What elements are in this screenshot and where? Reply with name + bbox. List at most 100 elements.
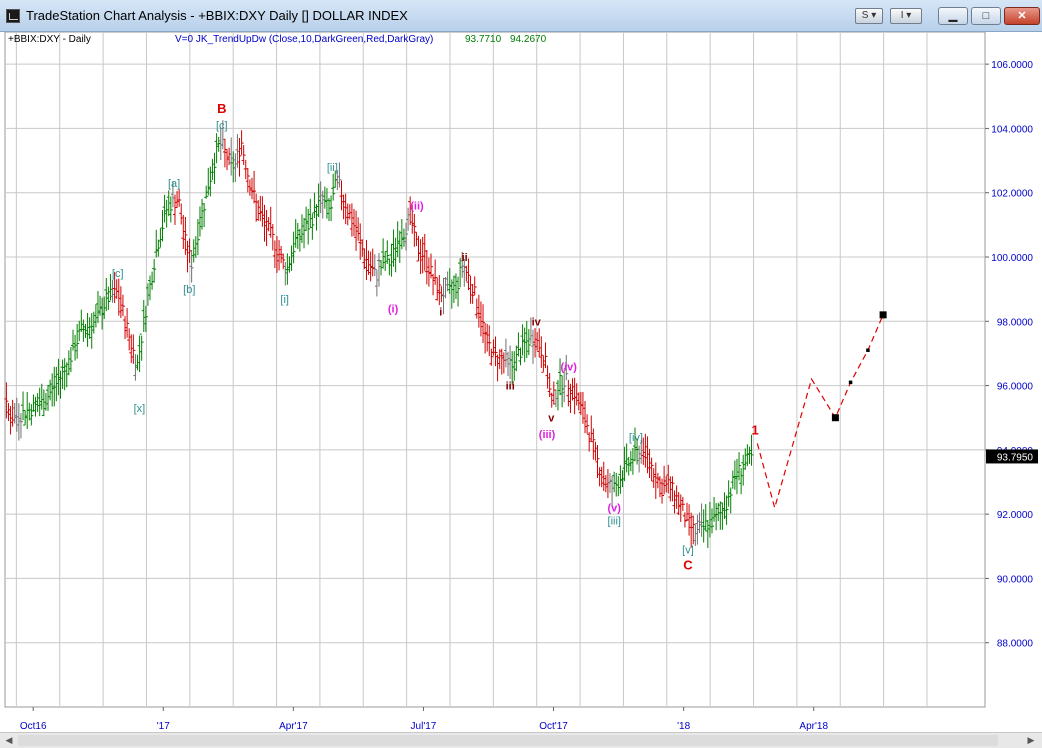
maximize-icon: □ <box>982 10 990 22</box>
scroll-thumb[interactable] <box>18 735 998 746</box>
ohlc-bar <box>428 253 433 279</box>
last-price-box <box>986 449 1038 464</box>
ohlc-bar <box>728 487 733 514</box>
price-axis: 106.0000 104.0000 102.0000 100.0000 98.0000 9… <box>985 60 1038 650</box>
ohlc-bar <box>152 258 157 283</box>
time-axis: Oct16 '17 Apr'17 Jul'17 Oct'17 '18 Apr'18 <box>20 707 828 732</box>
ohlc-bar <box>195 219 200 256</box>
ohlc-bar <box>539 336 544 368</box>
y-tick-label: 100.0000 <box>991 253 1033 264</box>
y-tick-label: 96.0000 <box>997 382 1034 393</box>
ohlc-bar <box>125 308 130 338</box>
wave-label: [ii] <box>327 162 338 174</box>
ohlc-bar <box>329 195 334 222</box>
x-tick-label: Apr'17 <box>279 721 308 732</box>
ohlc-bar <box>709 508 714 534</box>
ohlc-bar <box>310 213 315 240</box>
wave-label: [iv] <box>629 432 643 444</box>
wave-label: (i) <box>388 303 399 315</box>
ohlc-bar <box>143 305 148 333</box>
ohlc-bar <box>18 413 23 439</box>
indicator-value-1: 93.7710 <box>465 34 502 45</box>
y-tick-label: 92.0000 <box>997 510 1034 521</box>
x-tick-label: '18 <box>677 721 690 732</box>
ohlc-bar <box>466 258 471 291</box>
ohlc-bars <box>4 120 754 549</box>
ohlc-bar <box>691 515 696 545</box>
s-menu-button[interactable]: S ▾ <box>855 8 883 24</box>
y-tick-label: 104.0000 <box>991 124 1033 135</box>
ohlc-bar <box>680 496 685 512</box>
chart-area[interactable]: [b][c][x][a][b][c]B[i][ii](i)(ii)iiiivii… <box>0 32 1042 748</box>
x-tick-label: Oct16 <box>20 721 47 732</box>
x-tick-label: '17 <box>157 721 170 732</box>
ohlc-bar <box>660 478 665 504</box>
ohlc-bar <box>245 168 250 193</box>
ohlc-bar <box>281 253 286 270</box>
minimize-button[interactable]: ▁ <box>938 7 968 25</box>
ohlc-bar <box>306 209 311 245</box>
indicator-label: V=0 JK_TrendUpDw (Close,10,DarkGreen,Red… <box>175 34 433 45</box>
last-price-label: 93.7950 <box>997 452 1034 463</box>
ohlc-bar <box>183 216 188 255</box>
ohlc-bar <box>68 347 73 373</box>
ohlc-bar <box>649 457 654 482</box>
ohlc-bar <box>168 196 173 223</box>
horizontal-scrollbar[interactable]: ◀ ▶ <box>0 732 1042 748</box>
wave-label: [c] <box>216 120 228 132</box>
wave-label: B <box>217 101 226 116</box>
forecast-projection <box>756 311 887 510</box>
ohlc-bar <box>518 347 523 366</box>
ohlc-bar <box>404 222 409 251</box>
wave-label: i <box>439 307 442 319</box>
ohlc-bar <box>4 382 9 419</box>
close-button[interactable]: ✕ <box>1004 7 1040 25</box>
ohlc-bar <box>543 342 548 369</box>
y-tick-label: 90.0000 <box>997 574 1034 585</box>
ohlc-bar <box>456 276 461 307</box>
i-menu-button[interactable]: I ▾ <box>890 8 922 24</box>
ohlc-bar <box>106 286 111 310</box>
ohlc-bar <box>749 434 754 466</box>
x-tick-label: Oct'17 <box>539 721 568 732</box>
ohlc-bar <box>291 231 296 264</box>
ohlc-bar <box>493 336 498 367</box>
ohlc-bar <box>487 325 492 357</box>
wave-label: [v] <box>682 545 694 557</box>
window-title: TradeStation Chart Analysis - +BBIX:DXY … <box>26 8 408 23</box>
ohlc-bar <box>670 476 675 502</box>
ohlc-bar <box>331 173 336 201</box>
wave-label: (iii) <box>539 429 556 441</box>
ohlc-bar <box>202 203 207 228</box>
maximize-button[interactable]: □ <box>971 7 1001 25</box>
wave-label: [a] <box>168 178 180 190</box>
x-tick-label: Apr'18 <box>799 721 828 732</box>
wave-label: C <box>683 558 693 573</box>
y-tick-label: 98.0000 <box>997 317 1034 328</box>
forecast-marker <box>866 348 870 352</box>
ohlc-bar <box>237 138 242 177</box>
forecast-marker <box>848 380 853 385</box>
wave-label: 1 <box>752 423 759 438</box>
wave-labels: [b][c][x][a][b][c]B[i][ii](i)(ii)iiiivii… <box>112 101 759 573</box>
ohlc-bar <box>337 162 342 188</box>
wave-label: v <box>548 413 555 425</box>
scroll-left-icon[interactable]: ◀ <box>5 735 13 745</box>
wave-label: iii <box>506 381 515 393</box>
price-chart[interactable]: [b][c][x][a][b][c]B[i][ii](i)(ii)iiiivii… <box>0 32 1042 748</box>
ohlc-bar <box>156 239 161 257</box>
forecast-marker <box>831 414 839 422</box>
indicator-value-2: 94.2670 <box>510 34 547 45</box>
ohlc-bar <box>177 188 182 207</box>
ohlc-bar <box>29 404 34 426</box>
scroll-right-icon[interactable]: ▶ <box>1027 735 1035 745</box>
wave-label: (ii) <box>410 201 424 213</box>
y-tick-label: 106.0000 <box>991 60 1033 71</box>
ohlc-bar <box>131 334 136 364</box>
forecast-marker <box>879 311 887 319</box>
ohlc-bar <box>562 368 567 403</box>
ohlc-bar <box>270 223 275 251</box>
wave-label: [c] <box>112 268 124 280</box>
ohlc-bar <box>472 276 477 295</box>
ohlc-bar <box>212 152 217 184</box>
